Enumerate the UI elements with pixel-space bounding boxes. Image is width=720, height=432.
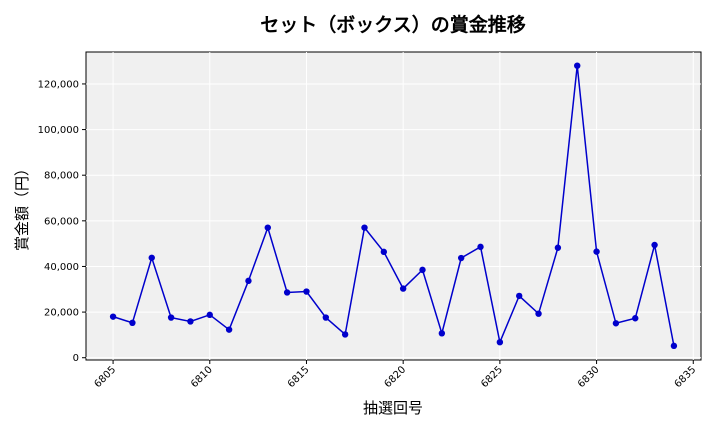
y-tick-label: 0 [73, 353, 79, 364]
data-point [670, 342, 678, 350]
y-tick-label: 20,000 [44, 308, 79, 319]
data-point [651, 241, 658, 249]
data-point [225, 326, 233, 333]
data-point [399, 285, 407, 292]
data-point [380, 248, 388, 256]
data-point [167, 314, 175, 321]
grid-lines [86, 52, 701, 360]
y-tick-label: 120,000 [38, 79, 79, 90]
x-tick-label: 6820 [383, 364, 409, 390]
data-point [283, 289, 291, 296]
data-point [593, 248, 600, 255]
data-point [438, 330, 446, 337]
data-point [206, 311, 213, 319]
data-point [187, 318, 194, 325]
data-point [496, 339, 504, 346]
data-point [361, 224, 368, 231]
data-point [148, 254, 155, 261]
data-point [109, 313, 117, 320]
x-tick-label: 6825 [479, 364, 505, 390]
x-tick-label: 6830 [576, 364, 602, 390]
x-tick-label: 6835 [673, 364, 699, 390]
chart-title: セット（ボックス）の賞金推移 [260, 13, 525, 36]
data-point [303, 288, 310, 295]
y-tick-label: 80,000 [44, 171, 79, 182]
data-point [535, 310, 542, 317]
series-line [112, 65, 675, 346]
data-point [632, 315, 639, 322]
plot-area [85, 51, 702, 361]
x-tick-label: 6805 [92, 364, 118, 390]
data-point [516, 292, 523, 300]
data-point [264, 224, 271, 231]
data-point [612, 320, 620, 327]
data-point [245, 277, 252, 285]
y-tick-label: 100,000 [38, 125, 79, 136]
x-axis-label: 抽選回号 [363, 399, 423, 417]
data-point [419, 266, 426, 274]
data-point [341, 331, 349, 338]
x-tick-label: 6810 [189, 364, 215, 390]
data-point [129, 319, 136, 327]
data-point [457, 254, 465, 262]
data-point [322, 314, 330, 321]
y-tick-label: 40,000 [44, 262, 79, 273]
x-tick-label: 6815 [286, 364, 312, 390]
y-tick-label: 60,000 [44, 216, 79, 227]
data-point [554, 244, 562, 251]
data-point [574, 62, 581, 69]
y-axis-label: 賞金額（円） [13, 161, 31, 251]
data-point [477, 243, 484, 251]
series-layer [109, 62, 678, 350]
